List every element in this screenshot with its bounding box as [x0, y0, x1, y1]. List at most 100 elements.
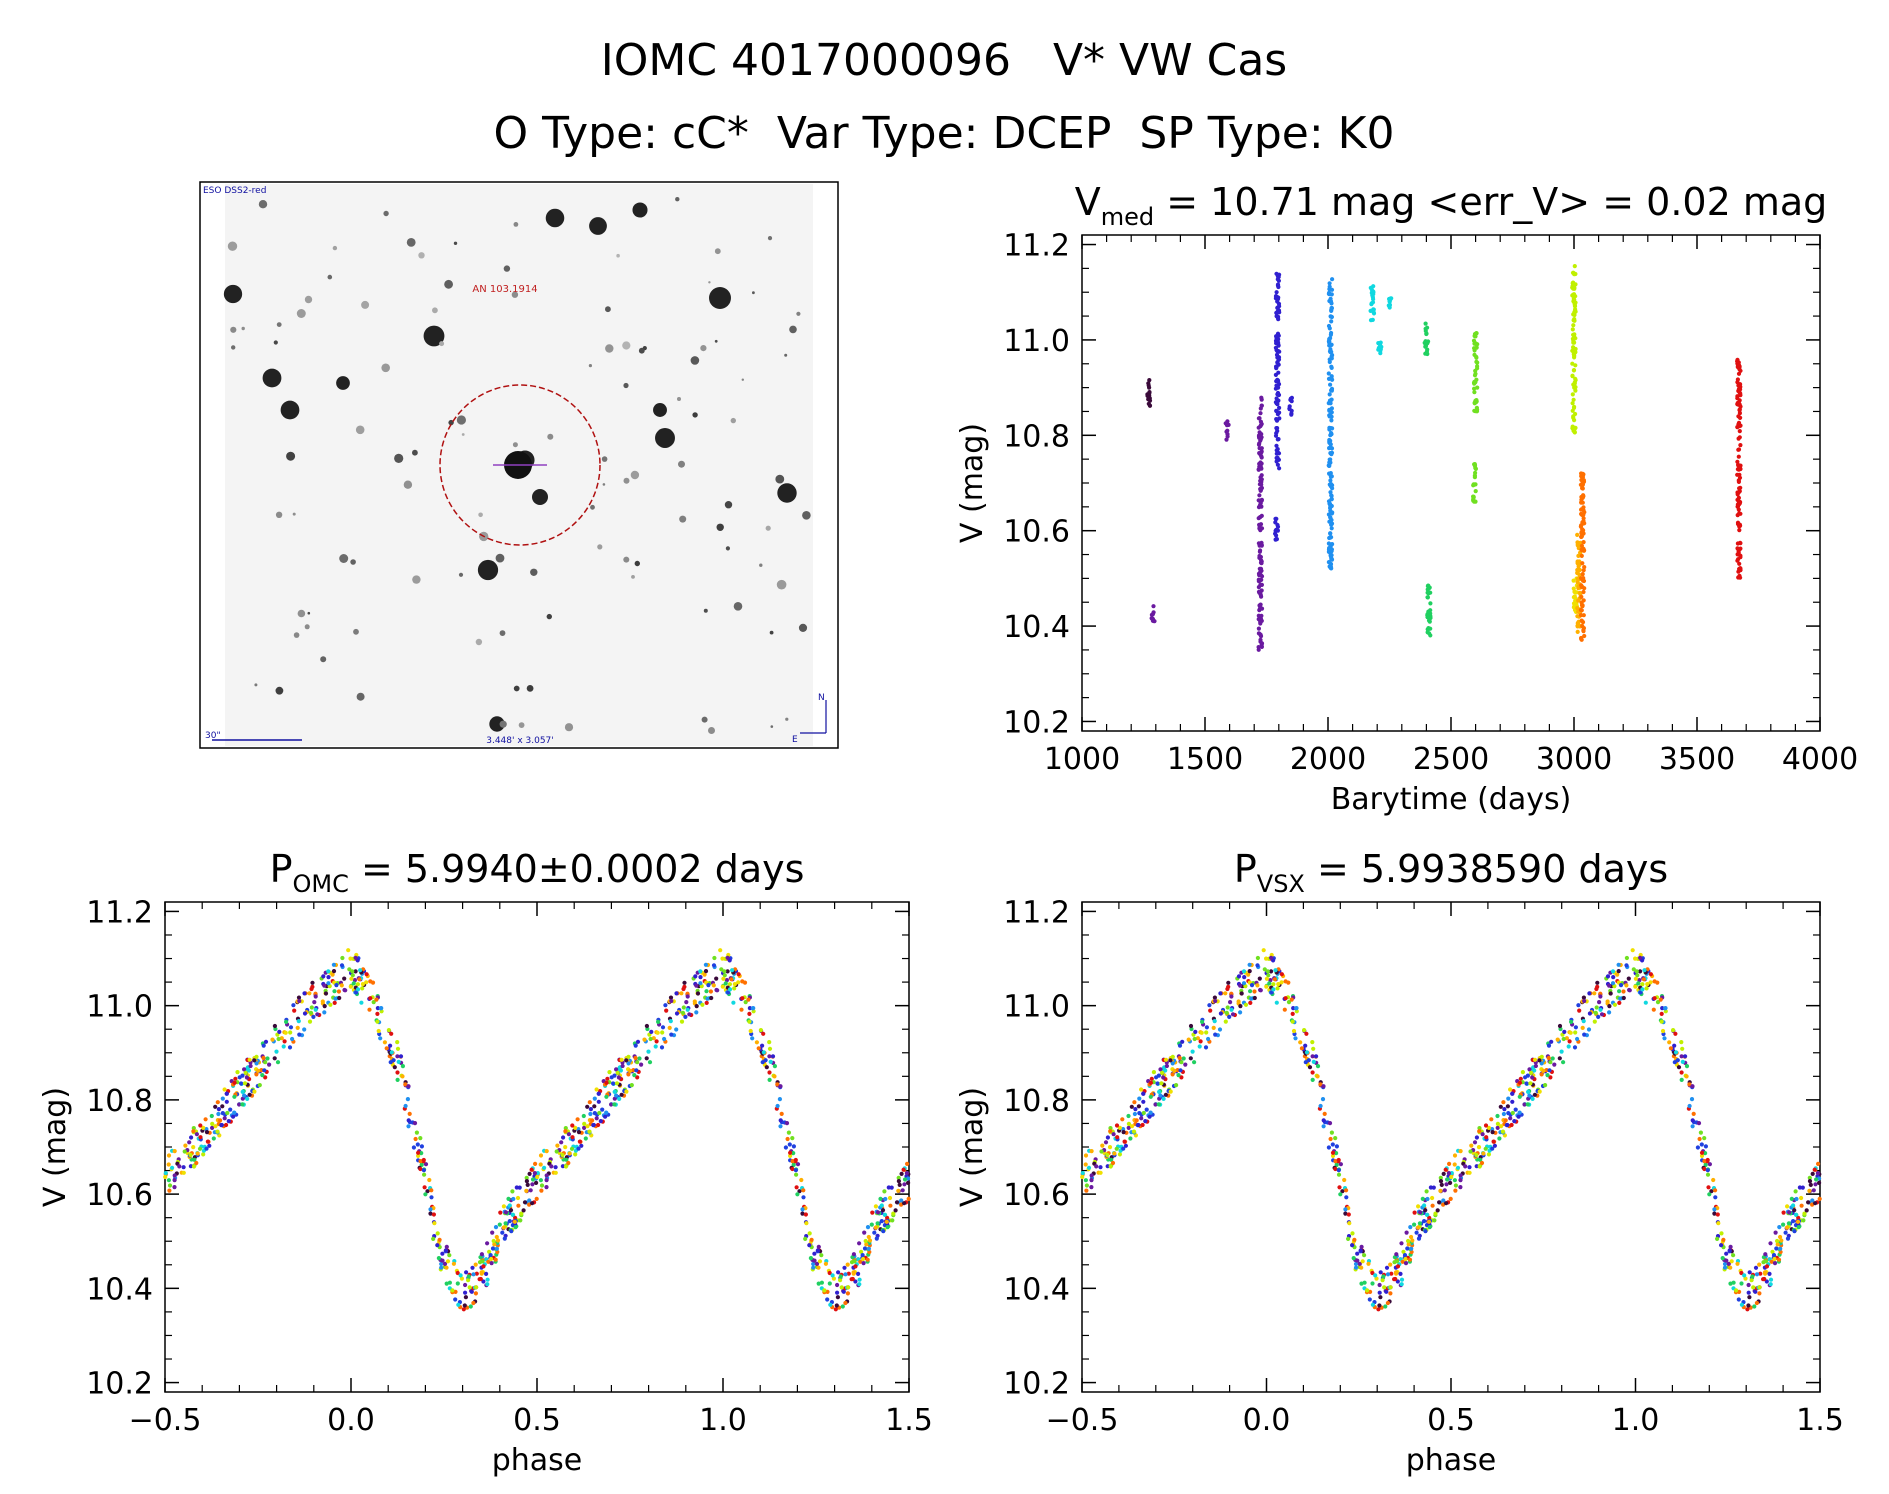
data-point [1577, 1008, 1582, 1013]
data-point [843, 1300, 848, 1306]
data-point [461, 1307, 466, 1312]
data-point [216, 1107, 221, 1112]
data-point [1132, 1111, 1137, 1117]
data-point [493, 1257, 498, 1262]
data-point [585, 1104, 590, 1109]
data-point [731, 1000, 736, 1005]
data-point [644, 1023, 650, 1029]
data-point [1737, 429, 1742, 434]
data-point [1539, 1072, 1544, 1077]
data-point [1258, 424, 1263, 429]
star [703, 608, 708, 613]
data-point [1274, 396, 1279, 401]
data-point [1123, 1143, 1128, 1148]
data-point [1616, 969, 1621, 974]
data-point [1262, 967, 1267, 972]
data-point [1795, 1219, 1801, 1224]
data-point [1618, 996, 1623, 1001]
data-point [1736, 551, 1741, 557]
data-point [172, 1173, 177, 1178]
data-point [1291, 1028, 1297, 1034]
data-point [1229, 994, 1234, 999]
data-point [830, 1273, 835, 1278]
data-point [1529, 1070, 1534, 1075]
data-point [204, 1146, 209, 1151]
data-point [1572, 385, 1577, 390]
data-point [857, 1282, 862, 1287]
data-point [1734, 1288, 1739, 1293]
data-point [1274, 537, 1279, 542]
data-point [1330, 353, 1335, 358]
star [714, 248, 721, 255]
data-point [1126, 1113, 1131, 1119]
data-point [674, 1027, 679, 1032]
data-point [218, 1118, 223, 1123]
data-point [462, 1303, 467, 1308]
data-point [1572, 604, 1577, 609]
data-point [857, 1241, 862, 1246]
data-point [1170, 1061, 1175, 1066]
data-point [778, 1084, 783, 1089]
data-point [1242, 975, 1247, 980]
data-point [857, 1277, 862, 1282]
data-point [254, 1061, 259, 1066]
data-point [1378, 1270, 1383, 1275]
data-point [592, 1104, 597, 1109]
data-point [244, 1075, 249, 1080]
data-point [1438, 1188, 1443, 1193]
data-point [415, 1142, 420, 1147]
data-point [1498, 1104, 1503, 1109]
data-point [296, 995, 302, 1000]
data-point [1346, 1212, 1351, 1217]
data-point [491, 1238, 496, 1244]
data-point [442, 1261, 448, 1266]
data-point [1561, 1060, 1566, 1065]
star [394, 453, 404, 463]
data-point [1179, 1060, 1184, 1065]
data-point [1144, 1107, 1149, 1112]
data-point [349, 976, 354, 981]
data-point [331, 962, 336, 967]
data-point [367, 1007, 372, 1012]
data-point [1570, 392, 1575, 397]
data-point [493, 1225, 499, 1230]
data-point [1256, 585, 1261, 590]
data-point [1136, 1122, 1141, 1128]
data-point [1122, 1139, 1127, 1144]
data-point [783, 1145, 789, 1150]
data-point [1388, 1291, 1393, 1296]
data-point [1329, 549, 1334, 554]
data-point [1269, 955, 1274, 960]
y-tick-label: 10.6 [1003, 515, 1070, 550]
data-point [1548, 1060, 1553, 1065]
data-point [1227, 1014, 1232, 1020]
data-point [232, 1094, 237, 1099]
data-point [1377, 1303, 1382, 1308]
data-point [1371, 297, 1376, 302]
data-point [395, 1077, 400, 1082]
data-point [224, 1122, 229, 1128]
data-point [1089, 1178, 1094, 1183]
data-point [1737, 502, 1742, 507]
data-point [497, 1222, 502, 1227]
data-point [804, 1221, 809, 1226]
data-point [864, 1242, 869, 1247]
data-point [607, 1070, 612, 1075]
data-point [1146, 383, 1151, 388]
data-point [1394, 1271, 1399, 1276]
data-point [1743, 1276, 1748, 1281]
data-point [1592, 991, 1597, 996]
data-point [1684, 1064, 1690, 1069]
data-point [1444, 1201, 1449, 1206]
data-point [614, 1081, 620, 1086]
data-point [464, 1270, 469, 1275]
data-point [528, 1188, 533, 1193]
data-point [760, 1043, 765, 1048]
data-point [1328, 296, 1333, 301]
data-point [1474, 355, 1479, 360]
data-point [1388, 1262, 1393, 1267]
data-point [1689, 1097, 1695, 1102]
data-point [485, 1241, 490, 1246]
data-point [739, 1007, 744, 1012]
data-point [612, 1102, 617, 1107]
